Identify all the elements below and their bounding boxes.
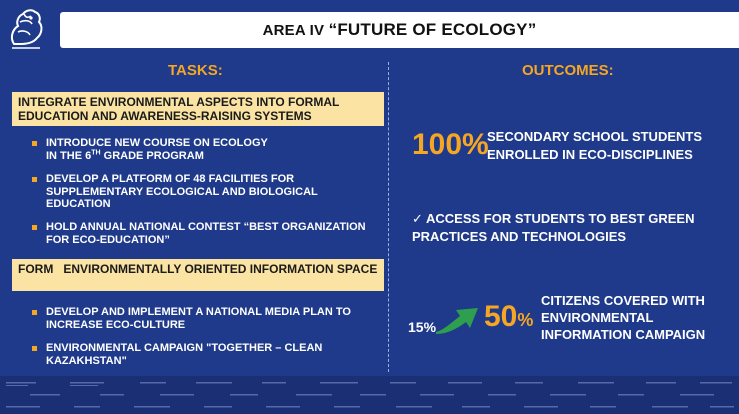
outcomes-heading: OUTCOMES:	[522, 62, 614, 79]
footer-pattern	[0, 376, 739, 414]
task-group-title: INTEGRATE ENVIRONMENTAL ASPECTS INTO FOR…	[12, 92, 384, 126]
outcome-value: 100%	[412, 128, 489, 161]
task-group-title: FORM ENVIRONMENTALLY ORIENTED INFORMATIO…	[12, 259, 384, 291]
outcome-text: ✓ ACCESS FOR STUDENTS TO BEST GREEN PRAC…	[412, 211, 695, 244]
outcome-text: SECONDARY SCHOOL STUDENTS ENROLLED IN EC…	[487, 129, 703, 162]
bullet-square-icon	[32, 225, 37, 230]
task-item: INTRODUCE NEW COURSE ON ECOLOGY IN THE 6…	[32, 137, 372, 162]
tasks-heading: TASKS:	[168, 62, 223, 79]
task-item: DEVELOP A PLATFORM OF 48 FACILITIES FOR …	[32, 173, 372, 211]
curved-arrow-right-icon	[436, 308, 478, 334]
task-item: HOLD ANNUAL NATIONAL CONTEST “BEST ORGAN…	[32, 221, 372, 246]
task-item: ENVIRONMENTAL CAMPAIGN "TOGETHER – CLEAN…	[32, 342, 372, 367]
bullet-square-icon	[32, 346, 37, 351]
outcome-text: CITIZENS COVERED WITH ENVIRONMENTAL INFO…	[541, 293, 706, 342]
title-bar: AREA IV “FUTURE OF ECOLOGY”	[60, 12, 739, 48]
bullet-square-icon	[32, 141, 37, 146]
column-divider	[388, 62, 389, 372]
task-item: DEVELOP AND IMPLEMENT A NATIONAL MEDIA P…	[32, 306, 372, 331]
bullet-square-icon	[32, 177, 37, 182]
footer-decoration	[6, 382, 734, 408]
outcome-target: 50%	[484, 300, 534, 333]
snow-leopard-emblem-icon	[10, 9, 43, 49]
page-title: AREA IV “FUTURE OF ECOLOGY”	[262, 20, 537, 39]
outcome-baseline: 15%	[408, 319, 437, 335]
bullet-square-icon	[32, 310, 37, 315]
